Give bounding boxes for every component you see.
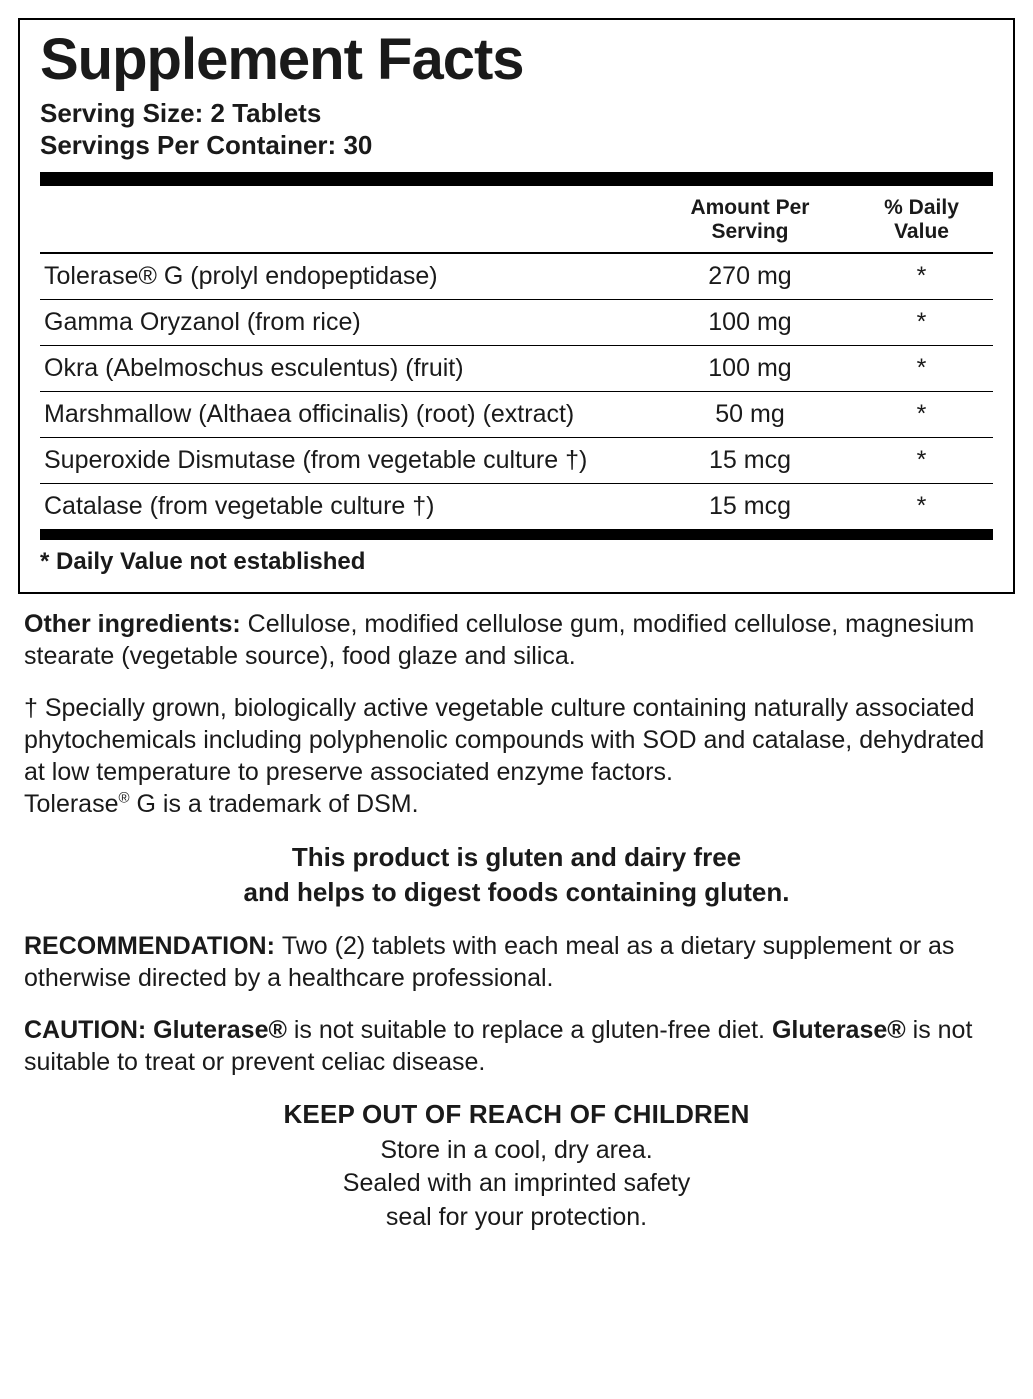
ingredient-amount: 15 mcg <box>650 484 850 530</box>
recommendation-label: RECOMMENDATION: <box>24 932 282 960</box>
other-ingredients: Other ingredients: Cellulose, modified c… <box>24 608 1009 672</box>
gfdf-l1: This product is gluten and dairy free <box>292 842 741 872</box>
dagger-note-1: † Specially grown, biologically active v… <box>24 694 984 786</box>
keep-out-l3: seal for your protection. <box>386 1203 647 1231</box>
keep-out-block: KEEP OUT OF REACH OF CHILDREN Store in a… <box>24 1098 1009 1235</box>
ingredient-dv: * <box>850 484 993 530</box>
table-row: Okra (Abelmoschus esculentus) (fruit) 10… <box>40 346 993 392</box>
ingredient-name: Tolerase® G (prolyl endopeptidase) <box>40 253 650 300</box>
table-row: Superoxide Dismutase (from vegetable cul… <box>40 438 993 484</box>
gluten-dairy-free: This product is gluten and dairy free an… <box>24 840 1009 910</box>
dagger-note-2a: Tolerase <box>24 790 119 818</box>
keep-out-title: KEEP OUT OF REACH OF CHILDREN <box>24 1098 1009 1131</box>
ingredient-amount: 100 mg <box>650 300 850 346</box>
facts-table: Amount Per Serving % Daily Value Toleras… <box>40 186 993 530</box>
ingredient-dv: * <box>850 300 993 346</box>
ingredient-dv: * <box>850 438 993 484</box>
header-amount-l1: Amount Per <box>690 196 809 219</box>
serving-size-value: 2 Tablets <box>211 98 322 128</box>
thick-divider <box>40 172 993 186</box>
dagger-note-2b: G is a trademark of DSM. <box>130 790 419 818</box>
keep-out-l1: Store in a cool, dry area. <box>380 1136 652 1164</box>
ingredient-name: Marshmallow (Althaea officinalis) (root)… <box>40 392 650 438</box>
thick-divider-2 <box>40 530 993 540</box>
header-name <box>40 186 650 253</box>
ingredient-name: Okra (Abelmoschus esculentus) (fruit) <box>40 346 650 392</box>
serving-size-label: Serving Size: <box>40 98 203 128</box>
supplement-facts-panel: Supplement Facts Serving Size: 2 Tablets… <box>18 18 1015 594</box>
dv-not-established: * Daily Value not established <box>40 540 993 578</box>
servings-per-label: Servings Per Container: <box>40 130 336 160</box>
caution-label: CAUTION: <box>24 1016 153 1044</box>
keep-out-lines: Store in a cool, dry area. Sealed with a… <box>24 1134 1009 1235</box>
dagger-note: † Specially grown, biologically active v… <box>24 692 1009 820</box>
caution-brand-2: Gluterase® <box>772 1016 906 1044</box>
gfdf-l2: and helps to digest foods containing glu… <box>244 877 790 907</box>
caution: CAUTION: Gluterase® is not suitable to r… <box>24 1014 1009 1078</box>
caution-brand-1: Gluterase® <box>153 1016 287 1044</box>
header-dv: % Daily Value <box>850 186 993 253</box>
header-dv-l1: % Daily <box>884 196 959 219</box>
ingredient-amount: 15 mcg <box>650 438 850 484</box>
ingredient-name: Catalase (from vegetable culture †) <box>40 484 650 530</box>
ingredient-amount: 100 mg <box>650 346 850 392</box>
ingredient-dv: * <box>850 392 993 438</box>
ingredient-amount: 50 mg <box>650 392 850 438</box>
table-header-row: Amount Per Serving % Daily Value <box>40 186 993 253</box>
servings-per-line: Servings Per Container: 30 <box>40 129 993 162</box>
table-row: Marshmallow (Althaea officinalis) (root)… <box>40 392 993 438</box>
header-amount-l2: Serving <box>711 220 788 243</box>
table-row: Gamma Oryzanol (from rice) 100 mg * <box>40 300 993 346</box>
registered-mark: ® <box>119 790 130 807</box>
header-dv-l2: Value <box>894 220 949 243</box>
serving-size-line: Serving Size: 2 Tablets <box>40 97 993 130</box>
recommendation: RECOMMENDATION: Two (2) tablets with eac… <box>24 930 1009 994</box>
below-panel: Other ingredients: Cellulose, modified c… <box>18 594 1015 1235</box>
table-row: Catalase (from vegetable culture †) 15 m… <box>40 484 993 530</box>
other-ingredients-label: Other ingredients: <box>24 610 248 638</box>
caution-text-1: is not suitable to replace a gluten-free… <box>287 1016 772 1044</box>
keep-out-l2: Sealed with an imprinted safety <box>343 1169 690 1197</box>
ingredient-name: Gamma Oryzanol (from rice) <box>40 300 650 346</box>
ingredient-amount: 270 mg <box>650 253 850 300</box>
ingredient-dv: * <box>850 253 993 300</box>
header-amount: Amount Per Serving <box>650 186 850 253</box>
ingredient-dv: * <box>850 346 993 392</box>
ingredient-name: Superoxide Dismutase (from vegetable cul… <box>40 438 650 484</box>
table-row: Tolerase® G (prolyl endopeptidase) 270 m… <box>40 253 993 300</box>
servings-per-value: 30 <box>343 130 372 160</box>
panel-title: Supplement Facts <box>40 30 993 91</box>
